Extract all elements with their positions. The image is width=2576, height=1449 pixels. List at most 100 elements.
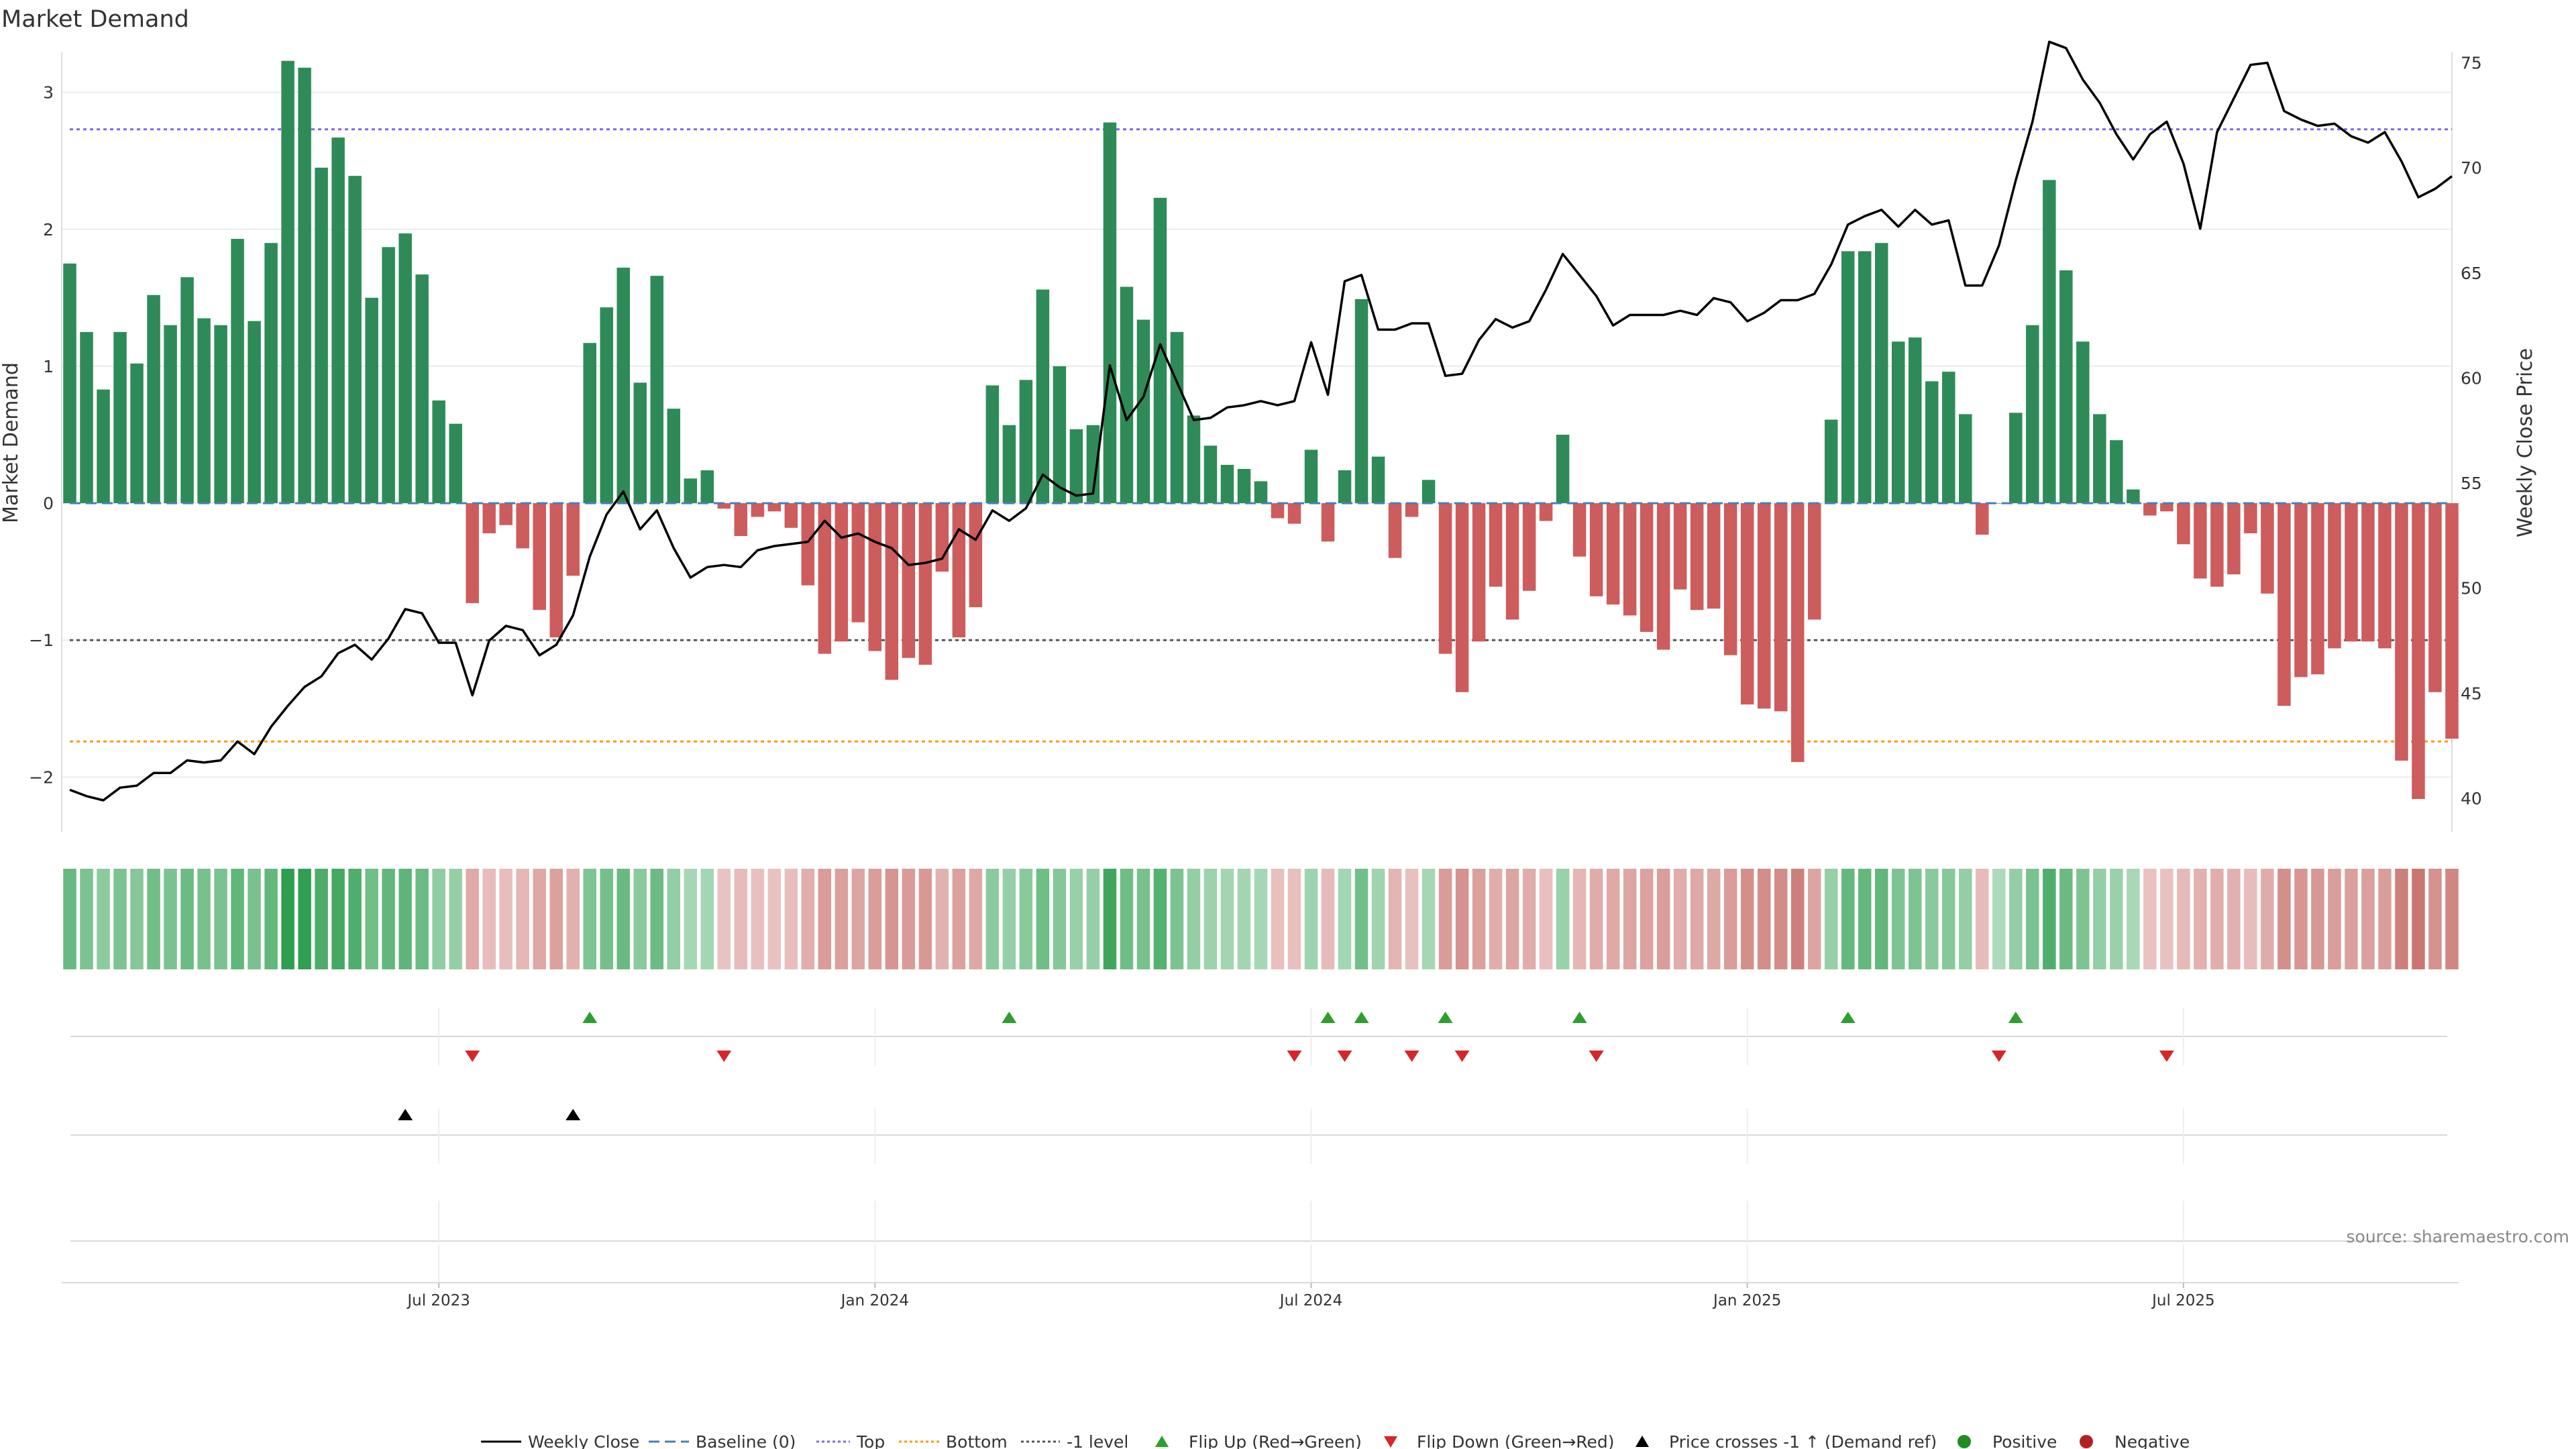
- heat-cell: [1405, 869, 1419, 969]
- demand-bar-positive: [432, 400, 445, 504]
- demand-bar-negative: [533, 503, 546, 610]
- left-tick-label: −1: [29, 631, 54, 650]
- heat-cell: [1790, 869, 1805, 969]
- heat-cell: [1069, 869, 1083, 969]
- demand-bar-negative: [1623, 503, 1637, 616]
- left-tick-label: 0: [43, 494, 54, 513]
- heat-cell: [2177, 869, 2190, 969]
- demand-bar-negative: [868, 503, 882, 651]
- flip-down-marker: [1589, 1051, 1604, 1062]
- demand-bar-positive: [985, 385, 1000, 504]
- demand-bar-negative: [2227, 503, 2241, 575]
- flip-down-marker: [1454, 1051, 1470, 1062]
- heat-cell: [147, 869, 160, 969]
- flip-down-marker: [1287, 1051, 1302, 1062]
- heat-cell: [1287, 869, 1301, 969]
- heat-cell: [1774, 869, 1788, 969]
- demand-bar-positive: [264, 243, 278, 504]
- demand-bar-positive: [1421, 480, 1436, 504]
- demand-bar-negative: [2261, 503, 2274, 594]
- demand-bar-negative: [918, 503, 932, 665]
- legend-positive-dot: [1957, 1435, 1971, 1448]
- heat-cell: [2143, 869, 2157, 969]
- demand-bar-negative: [1489, 503, 1503, 587]
- demand-bar-negative: [2294, 503, 2308, 678]
- demand-bar-positive: [197, 318, 211, 504]
- demand-bar-negative: [1287, 503, 1301, 524]
- heat-cell: [868, 869, 882, 969]
- demand-bar-positive: [130, 363, 144, 504]
- demand-bar-positive: [382, 247, 395, 504]
- demand-bar-negative: [2143, 503, 2157, 516]
- demand-bar-positive: [2110, 440, 2123, 504]
- price-cross-marker: [566, 1109, 581, 1120]
- heat-cell: [1673, 869, 1687, 969]
- heat-cell: [533, 869, 546, 969]
- heat-cell: [1036, 869, 1050, 969]
- flip-down-marker: [1991, 1051, 2006, 1062]
- left-tick-label: 2: [43, 220, 54, 239]
- heat-cell: [415, 869, 429, 969]
- demand-bar-negative: [1976, 503, 1989, 535]
- demand-bar-positive: [2009, 413, 2023, 504]
- flip-down-marker: [465, 1051, 480, 1062]
- heat-cell: [2009, 869, 2023, 969]
- demand-bar-positive: [180, 277, 194, 504]
- demand-bar-positive: [348, 176, 362, 504]
- demand-bar-positive: [1002, 425, 1016, 504]
- demand-bar-positive: [1036, 289, 1050, 504]
- demand-bar-positive: [1371, 456, 1385, 504]
- chart-title: Market Demand: [1, 6, 189, 33]
- demand-bar-positive: [1103, 122, 1117, 504]
- demand-bar-positive: [700, 470, 714, 504]
- demand-bar-positive: [600, 307, 613, 504]
- heat-cell: [482, 869, 496, 969]
- demand-bar-negative: [1455, 503, 1469, 692]
- legend-minus-one-label: -1 level: [1067, 1432, 1128, 1449]
- demand-bar-positive: [1053, 366, 1067, 504]
- demand-bar-positive: [248, 321, 261, 504]
- demand-bar-positive: [1942, 372, 1955, 504]
- demand-bar-negative: [2328, 503, 2341, 649]
- flip-up-marker: [2008, 1012, 2023, 1023]
- right-tick-label: 75: [2461, 54, 2482, 73]
- legend-weekly-close-label: Weekly Close: [528, 1432, 639, 1449]
- demand-heat-strip: [63, 869, 2459, 969]
- heat-cell: [1053, 869, 1067, 969]
- heat-cell: [1925, 869, 1939, 969]
- demand-bar-negative: [734, 503, 748, 537]
- heat-cell: [1304, 869, 1318, 969]
- heat-cell: [113, 869, 127, 969]
- demand-bar-negative: [902, 503, 916, 658]
- demand-bar-positive: [113, 331, 127, 504]
- demand-bar-positive: [1254, 481, 1268, 504]
- demand-bars: [63, 60, 2459, 800]
- right-tick-label: 50: [2461, 579, 2482, 598]
- demand-bar-positive: [1153, 197, 1167, 504]
- demand-bar-negative: [717, 503, 731, 509]
- heat-cell: [1254, 869, 1268, 969]
- demand-bar-negative: [2378, 503, 2392, 649]
- heat-cell: [231, 869, 244, 969]
- demand-bar-negative: [2428, 503, 2442, 692]
- heat-cell: [2294, 869, 2308, 969]
- heat-cell: [549, 869, 563, 969]
- price-line-layer: [69, 40, 2453, 802]
- demand-bar-positive: [1556, 435, 1570, 504]
- demand-bar-positive: [1069, 429, 1083, 504]
- heat-cell: [1153, 869, 1167, 969]
- heat-cell: [2328, 869, 2341, 969]
- demand-bar-negative: [818, 503, 832, 654]
- flip-up-marker: [1002, 1012, 1017, 1023]
- heat-cell: [449, 869, 462, 969]
- heat-cell: [1690, 869, 1704, 969]
- heat-cell: [1707, 869, 1721, 969]
- demand-bar-positive: [667, 409, 681, 504]
- demand-bar-positive: [684, 478, 698, 504]
- date-tick-label: Jan 2025: [1712, 1292, 1781, 1309]
- heat-cell: [1572, 869, 1587, 969]
- heat-cell: [348, 869, 362, 969]
- demand-bar-negative: [784, 503, 798, 528]
- demand-bar-negative: [801, 503, 815, 586]
- heat-cell: [130, 869, 144, 969]
